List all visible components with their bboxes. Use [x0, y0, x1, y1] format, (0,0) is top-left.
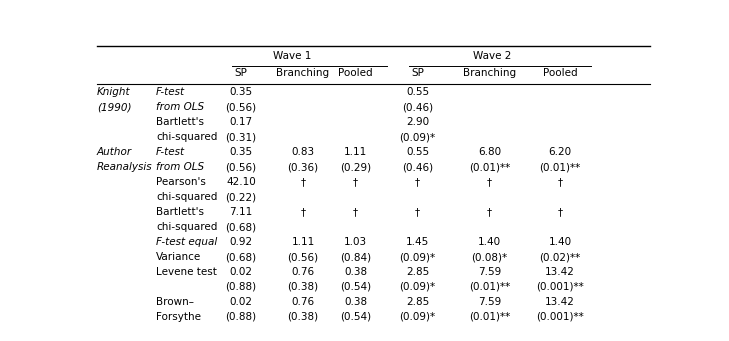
Text: Pearson's: Pearson's [156, 177, 206, 187]
Text: 6.20: 6.20 [548, 147, 572, 157]
Text: Reanalysis: Reanalysis [97, 162, 152, 172]
Text: 2.85: 2.85 [406, 267, 429, 277]
Text: 0.35: 0.35 [230, 87, 252, 98]
Text: (0.56): (0.56) [225, 162, 257, 172]
Text: 0.92: 0.92 [230, 237, 252, 247]
Text: †: † [487, 177, 492, 187]
Text: (0.09)*: (0.09)* [399, 312, 436, 322]
Text: (0.54): (0.54) [340, 312, 371, 322]
Text: Pooled: Pooled [543, 69, 577, 78]
Text: 1.40: 1.40 [548, 237, 572, 247]
Text: 0.55: 0.55 [406, 87, 429, 98]
Text: †: † [487, 207, 492, 217]
Text: 1.45: 1.45 [406, 237, 429, 247]
Text: 0.76: 0.76 [292, 267, 314, 277]
Text: 0.02: 0.02 [230, 267, 252, 277]
Text: chi-squared: chi-squared [156, 222, 217, 232]
Text: (0.001)**: (0.001)** [536, 282, 584, 292]
Text: Forsythe: Forsythe [156, 312, 201, 322]
Text: chi-squared: chi-squared [156, 192, 217, 202]
Text: 0.02: 0.02 [230, 297, 252, 307]
Text: (1990): (1990) [97, 102, 131, 113]
Text: (0.01)**: (0.01)** [469, 282, 510, 292]
Text: (0.22): (0.22) [225, 192, 257, 202]
Text: Brown–: Brown– [156, 297, 194, 307]
Text: †: † [415, 207, 420, 217]
Text: F-test: F-test [156, 87, 185, 98]
Text: Bartlett's: Bartlett's [156, 207, 204, 217]
Text: Bartlett's: Bartlett's [156, 117, 204, 127]
Text: (0.84): (0.84) [340, 252, 371, 262]
Text: (0.01)**: (0.01)** [539, 162, 581, 172]
Text: (0.08)*: (0.08)* [472, 252, 507, 262]
Text: (0.01)**: (0.01)** [469, 312, 510, 322]
Text: 1.40: 1.40 [478, 237, 501, 247]
Text: Wave 1: Wave 1 [273, 51, 311, 61]
Text: (0.54): (0.54) [340, 282, 371, 292]
Text: 1.11: 1.11 [344, 147, 367, 157]
Text: 1.11: 1.11 [292, 237, 315, 247]
Text: †: † [558, 207, 563, 217]
Text: 2.85: 2.85 [406, 297, 429, 307]
Text: 0.83: 0.83 [292, 147, 314, 157]
Text: †: † [300, 207, 305, 217]
Text: (0.31): (0.31) [225, 132, 257, 142]
Text: from OLS: from OLS [156, 162, 204, 172]
Text: 2.90: 2.90 [406, 117, 429, 127]
Text: from OLS: from OLS [156, 102, 204, 113]
Text: (0.56): (0.56) [225, 102, 257, 113]
Text: 1.03: 1.03 [344, 237, 367, 247]
Text: 7.11: 7.11 [229, 207, 252, 217]
Text: 7.59: 7.59 [477, 297, 501, 307]
Text: (0.38): (0.38) [287, 282, 319, 292]
Text: SP: SP [235, 69, 247, 78]
Text: Knight: Knight [97, 87, 130, 98]
Text: (0.09)*: (0.09)* [399, 132, 436, 142]
Text: †: † [353, 207, 358, 217]
Text: 13.42: 13.42 [545, 267, 575, 277]
Text: 6.80: 6.80 [478, 147, 501, 157]
Text: †: † [300, 177, 305, 187]
Text: †: † [558, 177, 563, 187]
Text: Variance: Variance [156, 252, 201, 262]
Text: (0.68): (0.68) [225, 222, 257, 232]
Text: †: † [353, 177, 358, 187]
Text: (0.29): (0.29) [340, 162, 371, 172]
Text: 42.10: 42.10 [226, 177, 256, 187]
Text: Branching: Branching [276, 69, 330, 78]
Text: 13.42: 13.42 [545, 297, 575, 307]
Text: (0.38): (0.38) [287, 312, 319, 322]
Text: 0.38: 0.38 [344, 297, 367, 307]
Text: (0.88): (0.88) [225, 282, 257, 292]
Text: 0.76: 0.76 [292, 297, 314, 307]
Text: Levene test: Levene test [156, 267, 217, 277]
Text: 0.35: 0.35 [230, 147, 252, 157]
Text: (0.36): (0.36) [287, 162, 319, 172]
Text: (0.68): (0.68) [225, 252, 257, 262]
Text: (0.56): (0.56) [287, 252, 319, 262]
Text: F-test equal: F-test equal [156, 237, 217, 247]
Text: 0.55: 0.55 [406, 147, 429, 157]
Text: (0.09)*: (0.09)* [399, 282, 436, 292]
Text: 7.59: 7.59 [477, 267, 501, 277]
Text: 0.38: 0.38 [344, 267, 367, 277]
Text: (0.46): (0.46) [402, 162, 433, 172]
Text: (0.88): (0.88) [225, 312, 257, 322]
Text: Author: Author [97, 147, 132, 157]
Text: Pooled: Pooled [338, 69, 373, 78]
Text: Branching: Branching [463, 69, 516, 78]
Text: (0.46): (0.46) [402, 102, 433, 113]
Text: F-test: F-test [156, 147, 185, 157]
Text: (0.09)*: (0.09)* [399, 252, 436, 262]
Text: (0.02)**: (0.02)** [539, 252, 581, 262]
Text: Wave 2: Wave 2 [473, 51, 512, 61]
Text: (0.001)**: (0.001)** [536, 312, 584, 322]
Text: (0.01)**: (0.01)** [469, 162, 510, 172]
Text: †: † [415, 177, 420, 187]
Text: SP: SP [411, 69, 424, 78]
Text: chi-squared: chi-squared [156, 132, 217, 142]
Text: 0.17: 0.17 [230, 117, 252, 127]
